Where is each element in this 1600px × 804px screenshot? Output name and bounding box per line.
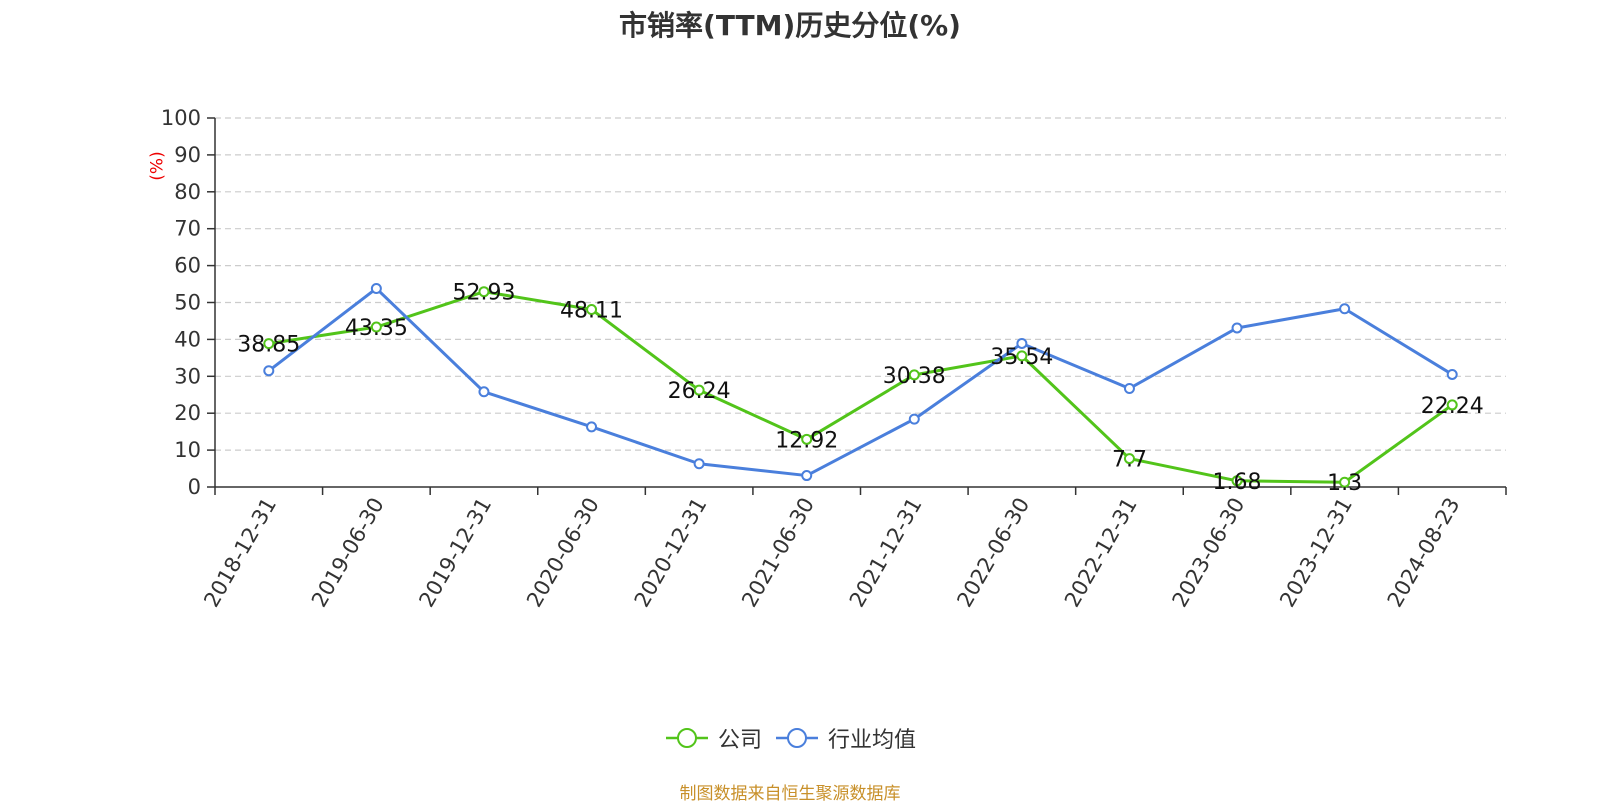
- x-tick-label: 2023-06-30: [1168, 494, 1250, 612]
- data-point-0[interactable]: [801, 433, 813, 445]
- data-point-1[interactable]: [693, 458, 705, 470]
- data-point-1[interactable]: [1231, 322, 1243, 334]
- x-tick-label: 2019-12-31: [414, 494, 496, 612]
- data-point-0[interactable]: [478, 286, 490, 298]
- legend-item-industry[interactable]: 行业均值: [774, 722, 916, 754]
- legend[interactable]: 公司 行业均值: [0, 722, 1580, 754]
- data-label: 12.92: [775, 428, 838, 453]
- y-tick-label: 100: [161, 106, 201, 130]
- data-label: 1.68: [1213, 470, 1262, 495]
- y-tick-label: 70: [174, 217, 201, 241]
- y-tick-label: 40: [174, 327, 201, 351]
- x-tick-label: 2019-06-30: [307, 494, 389, 612]
- x-tick-label: 2021-06-30: [737, 494, 819, 612]
- data-point-0[interactable]: [263, 338, 275, 350]
- data-point-1[interactable]: [1123, 382, 1135, 394]
- x-tick-label: 2018-12-31: [199, 494, 281, 612]
- legend-line-circle-icon: [665, 728, 708, 748]
- y-tick-label: 80: [174, 180, 201, 204]
- data-point-0[interactable]: [1016, 350, 1028, 362]
- data-label: 43.35: [345, 316, 408, 341]
- data-point-0[interactable]: [370, 321, 382, 333]
- series-line-1: [267, 286, 1453, 478]
- chart-title: 市销率(TTM)历史分位(%): [619, 9, 961, 42]
- data-source-note: 制图数据来自恒生聚源数据库: [679, 784, 901, 804]
- x-tick-label: 2022-12-31: [1060, 494, 1142, 612]
- y-tick-label: 30: [174, 364, 201, 388]
- data-point-1[interactable]: [1339, 303, 1351, 315]
- data-point-0[interactable]: [1231, 475, 1243, 487]
- x-tick-label: 2023-12-31: [1275, 494, 1357, 612]
- data-point-1[interactable]: [370, 282, 382, 294]
- legend-line-circle-icon: [776, 728, 818, 748]
- data-point-1[interactable]: [263, 365, 275, 377]
- data-label: 38.85: [237, 333, 300, 358]
- legend-label-company: 公司: [717, 728, 762, 753]
- y-tick-label: 10: [174, 438, 201, 462]
- data-label: 26.24: [668, 379, 731, 404]
- data-point-1[interactable]: [478, 386, 490, 398]
- data-point-1[interactable]: [1446, 368, 1458, 380]
- data-point-1[interactable]: [586, 421, 598, 433]
- data-point-0[interactable]: [1339, 476, 1351, 488]
- data-point-0[interactable]: [586, 303, 598, 315]
- y-tick-label: 20: [174, 401, 201, 425]
- y-tick-label: 0: [188, 475, 201, 499]
- data-label: 30.38: [883, 364, 946, 389]
- legend-label-industry: 行业均值: [828, 728, 917, 753]
- data-label: 52.93: [452, 281, 515, 306]
- y-tick-label: 90: [174, 143, 201, 167]
- data-point-1[interactable]: [908, 413, 920, 425]
- data-point-1[interactable]: [1016, 337, 1028, 349]
- legend-item-company[interactable]: 公司: [664, 722, 762, 754]
- data-label: 7.7: [1112, 448, 1147, 473]
- data-point-0[interactable]: [908, 369, 920, 381]
- data-label: 48.11: [560, 298, 623, 323]
- x-tick-label: 2022-06-30: [952, 494, 1034, 612]
- data-label: 1.3: [1327, 471, 1362, 496]
- x-tick-label: 2024-08-23: [1383, 494, 1465, 612]
- data-point-0[interactable]: [1446, 399, 1458, 411]
- x-tick-label: 2020-06-30: [522, 494, 604, 612]
- data-point-0[interactable]: [1123, 453, 1135, 465]
- data-label: 35.54: [990, 345, 1053, 370]
- data-point-0[interactable]: [693, 384, 705, 396]
- y-tick-label: 60: [174, 254, 201, 278]
- x-tick-label: 2020-12-31: [630, 494, 712, 612]
- data-label: 22.24: [1421, 394, 1484, 419]
- x-tick-label: 2021-12-31: [845, 494, 927, 612]
- series-line-0: [268, 290, 1454, 484]
- data-point-1[interactable]: [801, 470, 813, 482]
- y-tick-label: 50: [174, 291, 201, 315]
